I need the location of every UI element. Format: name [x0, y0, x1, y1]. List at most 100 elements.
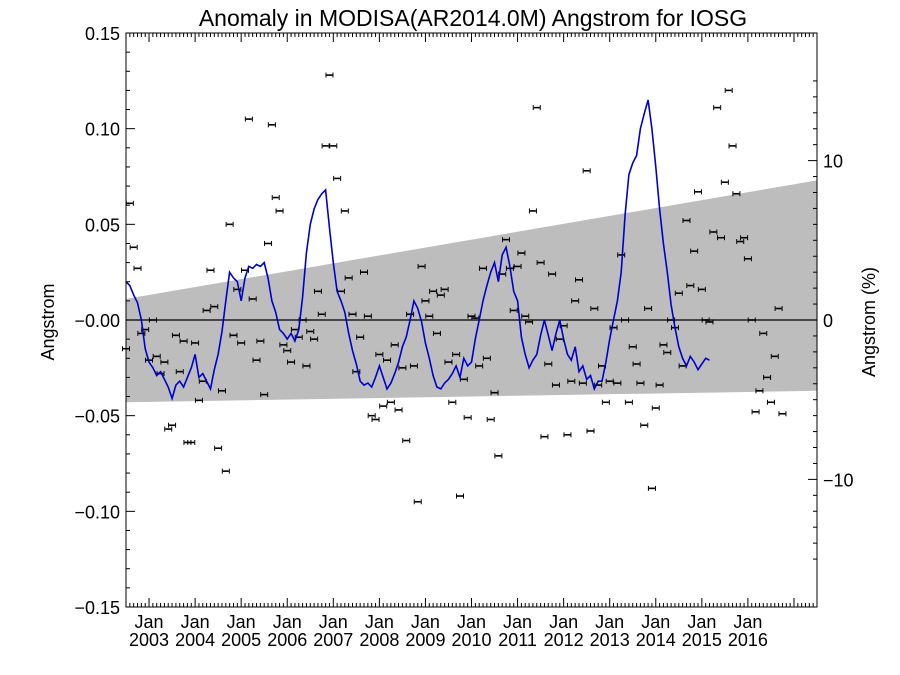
- data-point: [720, 179, 729, 185]
- data-point: [455, 493, 464, 499]
- data-point: [774, 306, 783, 312]
- data-point: [647, 485, 656, 491]
- data-point: [740, 235, 749, 241]
- data-point: [521, 313, 530, 319]
- y-tick-label: 0.10: [85, 120, 120, 140]
- x-tick-label-month: Jan: [457, 612, 486, 632]
- data-point: [763, 374, 772, 380]
- data-point: [624, 399, 633, 405]
- data-point: [759, 330, 768, 336]
- x-tick-label-year: 2014: [636, 630, 676, 650]
- x-tick-label-year: 2011: [498, 630, 537, 650]
- y-right-tick-label: 10: [823, 152, 843, 172]
- data-point: [479, 265, 488, 271]
- x-tick-label-year: 2003: [129, 630, 169, 650]
- data-point: [310, 336, 319, 342]
- chart-title: Anomaly in MODISA(AR2014.0M) Angstrom fo…: [199, 5, 747, 31]
- x-tick-label-year: 2009: [405, 630, 445, 650]
- data-point: [244, 116, 253, 122]
- data-point: [321, 143, 330, 149]
- data-point: [171, 332, 180, 338]
- data-point: [283, 348, 292, 354]
- data-point: [221, 468, 230, 474]
- data-point: [252, 357, 261, 363]
- x-tick-label-year: 2013: [590, 630, 630, 650]
- x-tick-label-year: 2007: [313, 630, 353, 650]
- data-point: [317, 311, 326, 317]
- data-point: [436, 292, 445, 298]
- data-point: [586, 428, 595, 434]
- data-point: [540, 434, 549, 440]
- data-point: [348, 311, 357, 317]
- y-tick-label: −0.15: [74, 598, 120, 618]
- data-point: [390, 342, 399, 348]
- data-point: [751, 409, 760, 415]
- data-point: [601, 399, 610, 405]
- x-tick-label-year: 2010: [451, 630, 491, 650]
- data-point: [644, 306, 653, 312]
- data-point: [179, 338, 188, 344]
- data-point: [486, 416, 495, 422]
- data-point: [770, 353, 779, 359]
- data-point: [260, 392, 269, 398]
- data-point: [674, 290, 683, 296]
- data-point: [406, 311, 415, 317]
- data-point: [371, 416, 380, 422]
- data-point: [548, 271, 557, 277]
- y-tick-label: 0.05: [85, 215, 120, 235]
- data-point: [490, 390, 499, 396]
- y-tick-label: −0.05: [74, 407, 120, 427]
- y-right-tick-label: −10: [823, 470, 854, 490]
- data-point: [713, 105, 722, 111]
- data-point: [194, 397, 203, 403]
- data-point: [724, 87, 733, 93]
- data-point: [574, 277, 583, 283]
- data-point: [743, 256, 752, 262]
- data-point: [409, 363, 418, 369]
- data-point: [267, 122, 276, 128]
- x-tick-label-year: 2012: [544, 630, 584, 650]
- trend-band: [126, 180, 817, 403]
- data-point: [356, 334, 365, 340]
- smoothed-line: [125, 99, 710, 402]
- data-point: [432, 330, 441, 336]
- data-point: [313, 288, 322, 294]
- data-point: [517, 250, 526, 256]
- data-point: [525, 319, 534, 325]
- data-point: [509, 307, 518, 313]
- data-point: [532, 105, 541, 111]
- data-point: [747, 317, 756, 323]
- data-point: [210, 304, 219, 310]
- data-point: [690, 248, 699, 254]
- x-tick-label-year: 2015: [682, 630, 722, 650]
- x-tick-label-year: 2006: [267, 630, 307, 650]
- data-point: [417, 263, 426, 269]
- data-point: [133, 265, 142, 271]
- data-point: [383, 357, 392, 363]
- x-tick-label-month: Jan: [503, 612, 532, 632]
- data-point: [344, 275, 353, 281]
- data-point: [736, 239, 745, 245]
- x-tick-label-month: Jan: [411, 612, 440, 632]
- data-point: [302, 363, 311, 369]
- x-tick-label-month: Jan: [365, 612, 394, 632]
- data-point: [421, 298, 430, 304]
- data-point: [632, 361, 641, 367]
- data-point: [306, 328, 315, 334]
- x-tick-label-year: 2005: [221, 630, 261, 650]
- data-point: [494, 453, 503, 459]
- trend-band-layer: [126, 180, 817, 403]
- data-point: [413, 499, 422, 505]
- y-tick-label: −0.10: [74, 502, 120, 522]
- data-point: [360, 269, 369, 275]
- data-point: [152, 353, 161, 359]
- data-point: [717, 235, 726, 241]
- data-point: [613, 380, 622, 386]
- data-point: [697, 286, 706, 292]
- data-point: [175, 369, 184, 375]
- data-point: [605, 378, 614, 384]
